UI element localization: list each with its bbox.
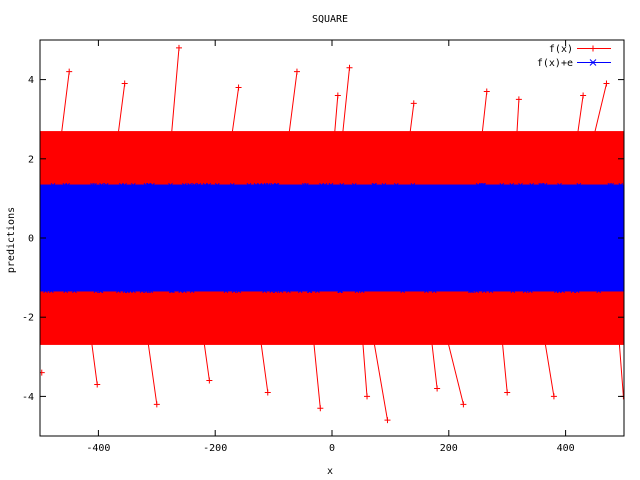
- legend-label-fx: f(x): [549, 44, 573, 55]
- legend-marker-fxe: [589, 59, 597, 66]
- y-tick-label: 0: [28, 234, 34, 245]
- x-tick-label: 0: [329, 443, 335, 454]
- series-fxe-band: [40, 184, 624, 292]
- x-tick-label: 200: [440, 443, 458, 454]
- y-tick-label: -4: [22, 392, 34, 403]
- x-tick-label: 400: [557, 443, 575, 454]
- y-axis-label: predictions: [6, 207, 17, 273]
- legend: f(x) f(x)+e: [537, 44, 611, 69]
- series-fxe-markers: [43, 182, 624, 294]
- y-tick-label: 4: [28, 75, 34, 86]
- chart-title: SQUARE: [312, 14, 348, 25]
- x-tick-label: -400: [86, 443, 110, 454]
- legend-label-fxe: f(x)+e: [537, 58, 573, 69]
- legend-marker-fx: [590, 45, 596, 52]
- ticks-layer: -400 -200 0 200 400 -4 -2 0 2 4: [22, 40, 624, 454]
- x-axis-label: x: [327, 466, 333, 477]
- y-tick-label: -2: [22, 313, 34, 324]
- series-layer: [40, 44, 624, 424]
- x-tick-label: -200: [203, 443, 227, 454]
- series-fxe: [40, 182, 624, 294]
- y-tick-label: 2: [28, 154, 34, 165]
